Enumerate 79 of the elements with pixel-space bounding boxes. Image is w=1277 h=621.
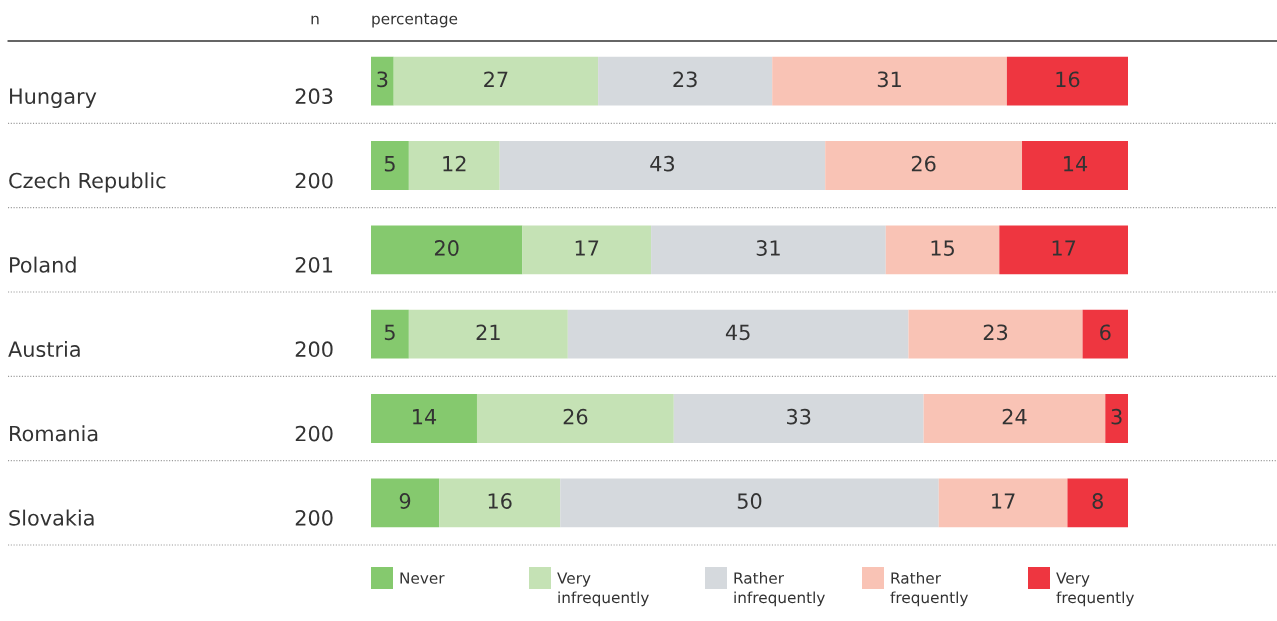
- data-label: 31: [756, 240, 780, 256]
- legend-label: Rather infrequently: [734, 572, 825, 607]
- bar: [923, 394, 1106, 443]
- bar: [772, 56, 1007, 106]
- data-label: 16: [488, 493, 512, 509]
- y-tick-label: Hungary: [10, 88, 97, 109]
- bar: [598, 56, 773, 106]
- bar: [885, 225, 1000, 275]
- legend-label: Very frequently: [1056, 572, 1134, 607]
- bar: [499, 141, 826, 190]
- data-label: 23: [983, 324, 1008, 341]
- bar: [938, 478, 1068, 528]
- data-label: 17: [575, 240, 599, 256]
- data-label: 23: [673, 71, 697, 88]
- y-tick-label: Poland: [10, 256, 76, 273]
- bar: [439, 478, 561, 528]
- data-label: 9: [399, 493, 411, 509]
- bar: [371, 309, 409, 359]
- text: 201: [295, 256, 333, 273]
- bar: [522, 225, 652, 275]
- bar: [825, 141, 1023, 190]
- bar: [408, 309, 568, 359]
- data-label: 26: [911, 155, 936, 172]
- y-tick-label: Czech Republic: [9, 172, 166, 193]
- text: percentage: [372, 13, 458, 28]
- text: n: [311, 15, 319, 25]
- legend-label: Never: [400, 572, 445, 584]
- bar: [999, 225, 1128, 275]
- legend-label: Very infrequently: [557, 572, 649, 607]
- data-label: 45: [725, 324, 750, 341]
- bar: [371, 56, 394, 106]
- y-tick-label: Austria: [8, 340, 80, 358]
- bar: [651, 225, 886, 275]
- bar: [1067, 478, 1128, 528]
- data-label: 3: [1111, 408, 1122, 425]
- data-label: 27: [484, 71, 508, 87]
- bar: [560, 478, 939, 528]
- text: 200: [295, 425, 333, 442]
- bar: [476, 394, 674, 443]
- bar: [673, 394, 924, 443]
- data-label: 33: [787, 408, 811, 425]
- legend-label: Rather frequently: [890, 572, 968, 607]
- data-label: 14: [413, 409, 437, 425]
- y-tick-label: Slovakia: [9, 509, 94, 526]
- bar: [371, 225, 523, 275]
- data-label: 31: [877, 71, 901, 88]
- bar: [1006, 56, 1128, 106]
- data-label: 50: [737, 493, 762, 509]
- data-label: 5: [384, 156, 395, 172]
- y-tick-label: Romania: [10, 425, 98, 442]
- data-label: 16: [1056, 71, 1080, 88]
- data-label: 3: [377, 71, 388, 88]
- bar: [1082, 309, 1128, 359]
- data-label: 20: [434, 240, 459, 256]
- data-label: 12: [443, 155, 466, 172]
- text: 203: [295, 88, 333, 105]
- bar: [908, 309, 1083, 359]
- text: 200: [295, 509, 333, 526]
- data-label: 17: [1052, 240, 1076, 256]
- data-label: 24: [1002, 408, 1027, 425]
- data-label: 26: [563, 408, 588, 425]
- data-label: 17: [992, 493, 1015, 509]
- text: 200: [295, 172, 333, 189]
- bar: [1022, 141, 1128, 190]
- bar: [371, 394, 477, 443]
- data-label: 8: [1092, 493, 1103, 509]
- data-label: 43: [650, 155, 675, 172]
- bar: [408, 141, 500, 190]
- data-label: 14: [1064, 156, 1088, 172]
- bar: [393, 56, 599, 106]
- bar: [371, 478, 440, 528]
- data-label: 5: [384, 324, 395, 341]
- data-label: 6: [1100, 324, 1111, 341]
- data-label: 21: [476, 324, 500, 340]
- bar: [371, 141, 409, 190]
- text: 200: [295, 341, 333, 358]
- bar: [567, 309, 909, 359]
- bar: [1105, 394, 1128, 443]
- data-label: 15: [931, 240, 954, 256]
